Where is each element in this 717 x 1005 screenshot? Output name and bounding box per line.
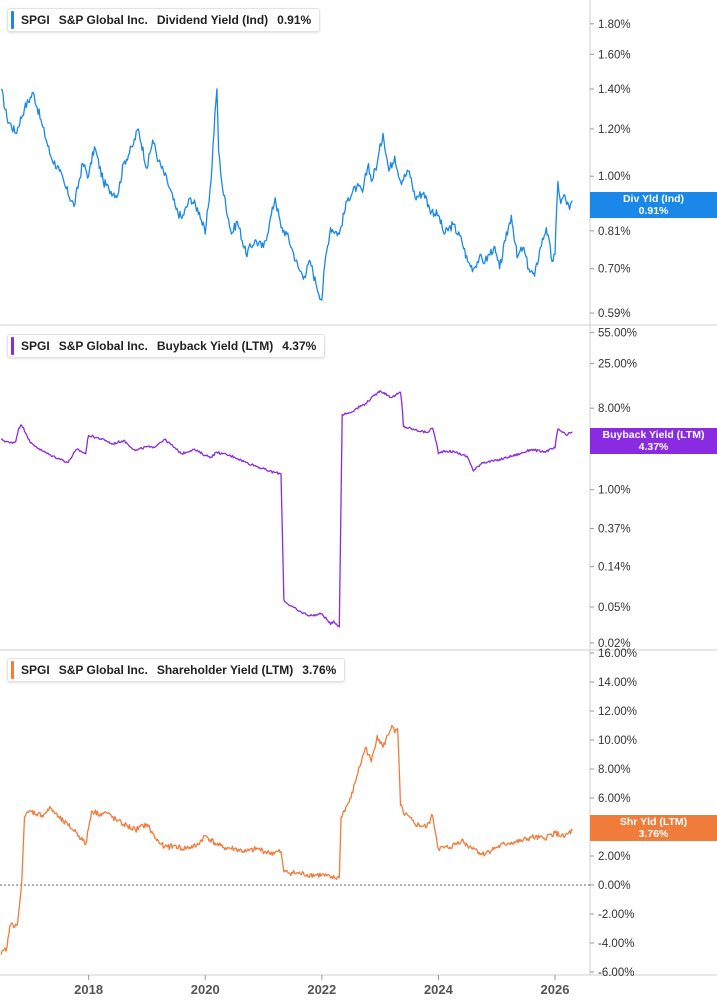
x-axis-ticks: 2018 2020 2022 2024 2026: [74, 975, 569, 997]
legend-color-bar: [11, 661, 14, 679]
legend-company: S&P Global Inc.: [58, 13, 148, 27]
y-tick-label: 0.14%: [598, 562, 631, 574]
badge-dividend: Div Yld (Ind) 0.91%: [590, 192, 717, 218]
legend-buyback: SPGI S&P Global Inc. Buyback Yield (LTM)…: [7, 334, 326, 358]
y-tick-label: 0.02%: [598, 638, 631, 650]
y-tick-label: 8.00%: [598, 403, 631, 415]
plot-area: [0, 88, 590, 955]
y-tick-label: 0.70%: [598, 264, 631, 276]
badge-value: 4.37%: [638, 441, 669, 453]
y-tick-label: 1.60%: [598, 49, 631, 61]
legend-metric: Dividend Yield (Ind): [156, 13, 269, 27]
badge-value: 3.76%: [638, 828, 669, 840]
legend-metric: Shareholder Yield (LTM): [156, 663, 294, 677]
y-tick-label: 12.00%: [598, 706, 637, 718]
legend-company: S&P Global Inc.: [58, 339, 148, 353]
y-tick-label: 0.05%: [598, 602, 631, 614]
y-tick-label: 14.00%: [598, 677, 637, 689]
legend-company: S&P Global Inc.: [58, 663, 148, 677]
y-tick-label: 1.40%: [598, 84, 631, 96]
badge-value: 0.91%: [638, 205, 669, 217]
legend-ticker: SPGI: [21, 339, 50, 353]
legend-value: 0.91%: [277, 13, 312, 27]
y-tick-label: 0.81%: [598, 226, 631, 238]
series-line-dividend: [0, 88, 573, 301]
y-tick-label: 55.00%: [598, 328, 637, 340]
legend-dividend: SPGI S&P Global Inc. Dividend Yield (Ind…: [7, 8, 321, 32]
y-tick-label: -6.00%: [598, 967, 634, 979]
x-tick-label: 2018: [74, 982, 103, 997]
legend-value: 3.76%: [302, 663, 337, 677]
y-tick-label: 0.37%: [598, 524, 631, 536]
x-tick-label: 2022: [307, 982, 336, 997]
legend-color-bar: [11, 11, 14, 29]
y-tick-label: 16.00%: [598, 648, 637, 660]
y-tick-label: 1.00%: [598, 171, 631, 183]
legend-metric: Buyback Yield (LTM): [156, 339, 274, 353]
badge-buyback: Buyback Yield (LTM) 4.37%: [590, 428, 717, 454]
y-tick-label: 2.00%: [598, 851, 631, 863]
legend-shareholder: SPGI S&P Global Inc. Shareholder Yield (…: [7, 658, 346, 682]
y-tick-label: 1.00%: [598, 485, 631, 497]
series-line-buyback: [0, 390, 573, 628]
y-tick-label: 0.59%: [598, 308, 631, 320]
y-tick-label: 10.00%: [598, 735, 637, 747]
y-tick-label: 25.00%: [598, 359, 637, 371]
legend-ticker: SPGI: [21, 663, 50, 677]
y-tick-label: 1.20%: [598, 124, 631, 136]
legend-ticker: SPGI: [21, 13, 50, 27]
badge-shareholder: Shr Yld (LTM) 3.76%: [590, 815, 717, 841]
legend-color-bar: [11, 337, 14, 355]
x-tick-label: 2020: [191, 982, 220, 997]
y-tick-label: 1.80%: [598, 19, 631, 31]
y-tick-label: -2.00%: [598, 909, 634, 921]
badge-label: Shr Yld (LTM): [619, 816, 688, 828]
series-line-shareholder: [0, 724, 573, 955]
y-tick-label: 6.00%: [598, 793, 631, 805]
y-tick-label: -4.00%: [598, 938, 634, 950]
legend-value: 4.37%: [282, 339, 317, 353]
badge-label: Div Yld (Ind): [622, 193, 685, 205]
x-tick-label: 2024: [424, 982, 454, 997]
y-tick-label: 8.00%: [598, 764, 631, 776]
y-tick-label: 0.00%: [598, 880, 631, 892]
x-tick-label: 2026: [541, 982, 570, 997]
badge-label: Buyback Yield (LTM): [602, 429, 705, 441]
chart-frame: [0, 0, 717, 976]
